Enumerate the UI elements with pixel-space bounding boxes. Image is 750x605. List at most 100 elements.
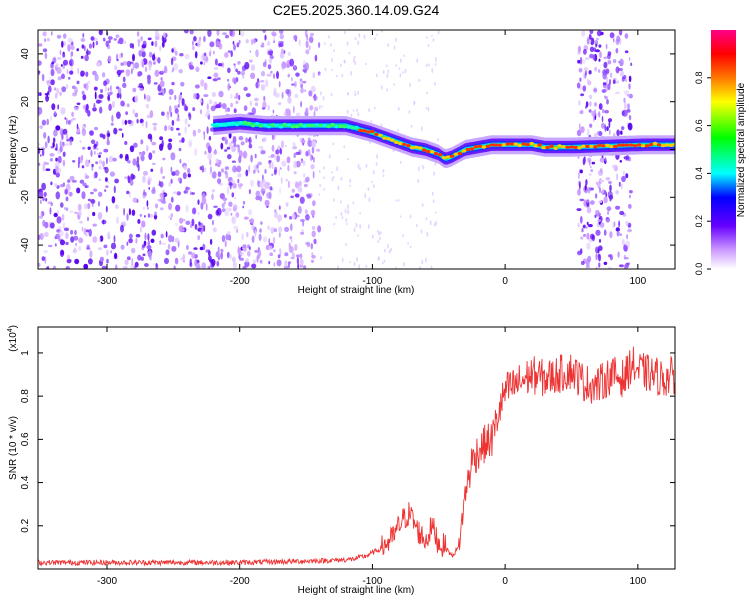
spectrogram-noise-speck [435,57,437,62]
spectrogram-noise-speck [590,37,595,46]
spectrogram-noise-speck [84,54,89,62]
spectrogram-noise-speck [626,94,631,97]
spectrogram-noise-speck [129,233,133,239]
spectrogram-noise-speck [65,117,68,125]
spectrogram-noise-speck [95,99,101,104]
spectrogram-noise-speck [83,263,89,269]
y-tick-label: -40 [20,237,31,252]
spectrogram-noise-speck [328,154,331,159]
spectrogram-noise-speck [309,105,314,111]
spectrogram-noise-speck [224,138,228,145]
spectrogram-noise-speck [337,265,339,269]
spectrogram-noise-speck [597,181,601,189]
spectrogram-noise-speck [199,246,204,251]
spectrogram-noise-speck [402,234,404,238]
spectrogram-noise-speck [55,172,60,178]
spectrogram-noise-speck [395,64,398,67]
spectrogram-noise-speck [375,162,378,166]
spectrogram-noise-speck [93,102,96,110]
spectrogram-noise-speck [579,181,581,190]
spectrogram-noise-speck [267,50,270,56]
spectrogram-noise-speck [434,162,437,166]
spectrogram-noise-speck [312,200,316,207]
spectrogram-noise-speck [588,94,593,100]
spectrogram-noise-speck [82,94,87,101]
spectrogram-noise-speck [115,86,120,90]
spectrogram-noise-speck [254,249,259,253]
spectrogram-noise-speck [602,82,607,86]
spectrogram-noise-speck [584,184,587,191]
spectrogram-noise-speck [46,118,49,126]
snr-line [38,346,675,567]
spectrogram-noise-speck [126,60,131,68]
spectrogram-noise-speck [602,108,605,114]
spectrogram-noise-speck [98,151,103,155]
spectrogram-noise-speck [613,221,616,227]
spectrogram-noise-speck [595,209,600,217]
spectrogram-noise-speck [188,113,192,121]
spectrogram-noise-speck [598,69,601,73]
spectrogram-noise-speck [298,39,302,47]
spectrogram-noise-speck [65,265,70,269]
spectrogram-noise-speck [623,109,629,117]
spectrogram-noise-speck [426,231,429,237]
spectrogram-noise-speck [108,155,114,163]
spectrogram-noise-speck [590,200,595,205]
x-tick-label: 100 [629,276,646,287]
spectrogram-noise-speck [332,176,335,179]
spectrogram-noise-speck [598,58,601,62]
spectrogram-noise-speck [284,260,288,267]
spectrogram-noise-speck [122,61,128,66]
spectrogram-noise-speck [428,63,430,67]
spectrogram-noise-speck [221,203,225,209]
spectrogram-noise-speck [98,159,103,165]
spectrogram-noise-speck [114,204,119,209]
spectrogram-noise-speck [290,239,293,243]
spectrogram-noise-speck [59,239,66,246]
spectrogram-noise-speck [240,141,245,146]
spectrogram-hotspot [521,142,526,146]
spectrogram-noise-speck [129,179,134,186]
spectrogram-noise-speck [175,204,181,212]
spectrogram-noise-speck [606,99,609,105]
spectrogram-noise-speck [276,71,279,79]
spectrogram-noise-speck [248,189,251,195]
spectrogram-noise-speck [585,265,590,269]
spectrogram-noise-speck [203,94,209,98]
spectrogram-noise-speck [588,224,593,228]
spectrogram-hotspot [453,152,459,156]
spectrogram-noise-speck [242,150,248,159]
spectrogram-noise-speck [199,99,203,103]
spectrogram-noise-speck [74,86,78,95]
spectrogram-noise-speck [255,134,258,140]
spectrogram-noise-speck [103,244,108,249]
spectrogram-noise-speck [174,108,179,114]
spectrogram-noise-speck [113,127,118,135]
spectrogram-noise-speck [397,129,399,132]
spectrogram-noise-speck [620,183,623,190]
spectrogram-noise-speck [133,142,138,148]
spectrogram-noise-speck [220,248,224,253]
spectrogram-noise-speck [213,67,219,70]
spectrogram-noise-speck [422,166,425,170]
spectrogram-noise-speck [270,226,275,234]
spectrogram-noise-speck [161,139,164,148]
spectrogram-noise-speck [62,141,65,148]
spectrogram-noise-speck [577,45,582,53]
spectrogram-noise-speck [607,210,610,215]
spectrogram-noise-speck [336,166,339,172]
spectrogram-noise-speck [65,133,69,140]
spectrogram-noise-speck [246,231,249,238]
spectrogram-noise-speck [83,203,88,210]
spectrogram-noise-speck [103,39,106,42]
spectrogram-noise-speck [97,212,103,220]
spectrogram-noise-speck [122,82,127,88]
spectrogram-noise-speck [372,170,375,175]
spectrogram-noise-speck [583,199,588,207]
spectrogram-hotspot [306,123,311,128]
spectrogram-hotspot [370,129,375,133]
spectrogram-noise-speck [208,136,212,141]
spectrogram-noise-speck [90,149,93,157]
spectrogram-noise-speck [139,213,143,217]
spectrogram-noise-speck [136,156,140,163]
